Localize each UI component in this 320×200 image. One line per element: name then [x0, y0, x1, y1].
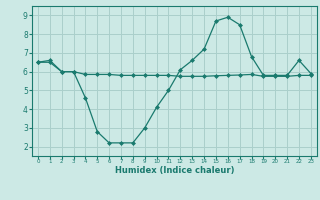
X-axis label: Humidex (Indice chaleur): Humidex (Indice chaleur)	[115, 166, 234, 175]
